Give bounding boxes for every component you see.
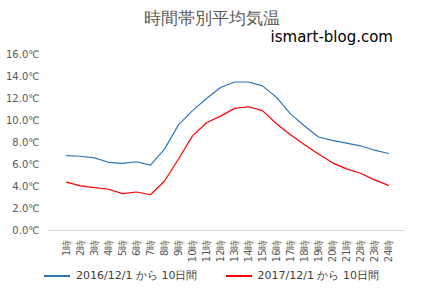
html-text:ismart-blog.com: ismart-blog.com	[270, 28, 393, 46]
svg-text:9時: 9時	[173, 240, 184, 256]
svg-text:3時: 3時	[89, 240, 100, 256]
svg-text:18時: 18時	[299, 240, 310, 263]
html-text:2016/12/1 から 10日間: 2016/12/1 から 10日間	[76, 269, 198, 282]
svg-text:22時: 22時	[355, 240, 366, 263]
svg-text:0.0℃: 0.0℃	[12, 225, 39, 236]
svg-text:24時: 24時	[383, 240, 394, 263]
svg-text:15時: 15時	[257, 240, 268, 263]
svg-text:13時: 13時	[229, 240, 240, 263]
svg-text:21時: 21時	[341, 240, 352, 263]
svg-text:6.0℃: 6.0℃	[12, 159, 39, 170]
svg-text:1時: 1時	[61, 240, 72, 256]
svg-text:2.0℃: 2.0℃	[12, 203, 39, 214]
svg-text:14.0℃: 14.0℃	[6, 71, 40, 82]
svg-text:8.0℃: 8.0℃	[12, 137, 39, 148]
svg-text:10時: 10時	[187, 240, 198, 263]
html-text:時間帯別平均気温: 時間帯別平均気温	[143, 8, 280, 28]
svg-text:20時: 20時	[327, 240, 338, 263]
svg-text:4時: 4時	[103, 240, 114, 256]
svg-text:19時: 19時	[313, 240, 324, 263]
svg-text:16時: 16時	[271, 240, 282, 263]
svg-text:8時: 8時	[159, 240, 170, 256]
svg-text:17時: 17時	[285, 240, 296, 263]
svg-text:23時: 23時	[369, 240, 380, 263]
svg-text:12.0℃: 12.0℃	[6, 93, 40, 104]
svg-text:5時: 5時	[117, 240, 128, 256]
svg-text:16.0℃: 16.0℃	[6, 49, 40, 60]
svg-text:14時: 14時	[243, 240, 254, 263]
svg-text:6時: 6時	[131, 240, 142, 256]
svg-text:4.0℃: 4.0℃	[12, 181, 39, 192]
html-text:2017/12/1 から 10日間: 2017/12/1 から 10日間	[257, 269, 379, 282]
svg-text:12時: 12時	[215, 240, 226, 263]
svg-text:11時: 11時	[201, 240, 212, 263]
svg-text:7時: 7時	[145, 240, 156, 256]
svg-text:10.0℃: 10.0℃	[6, 115, 40, 126]
svg-text:2時: 2時	[75, 240, 86, 256]
